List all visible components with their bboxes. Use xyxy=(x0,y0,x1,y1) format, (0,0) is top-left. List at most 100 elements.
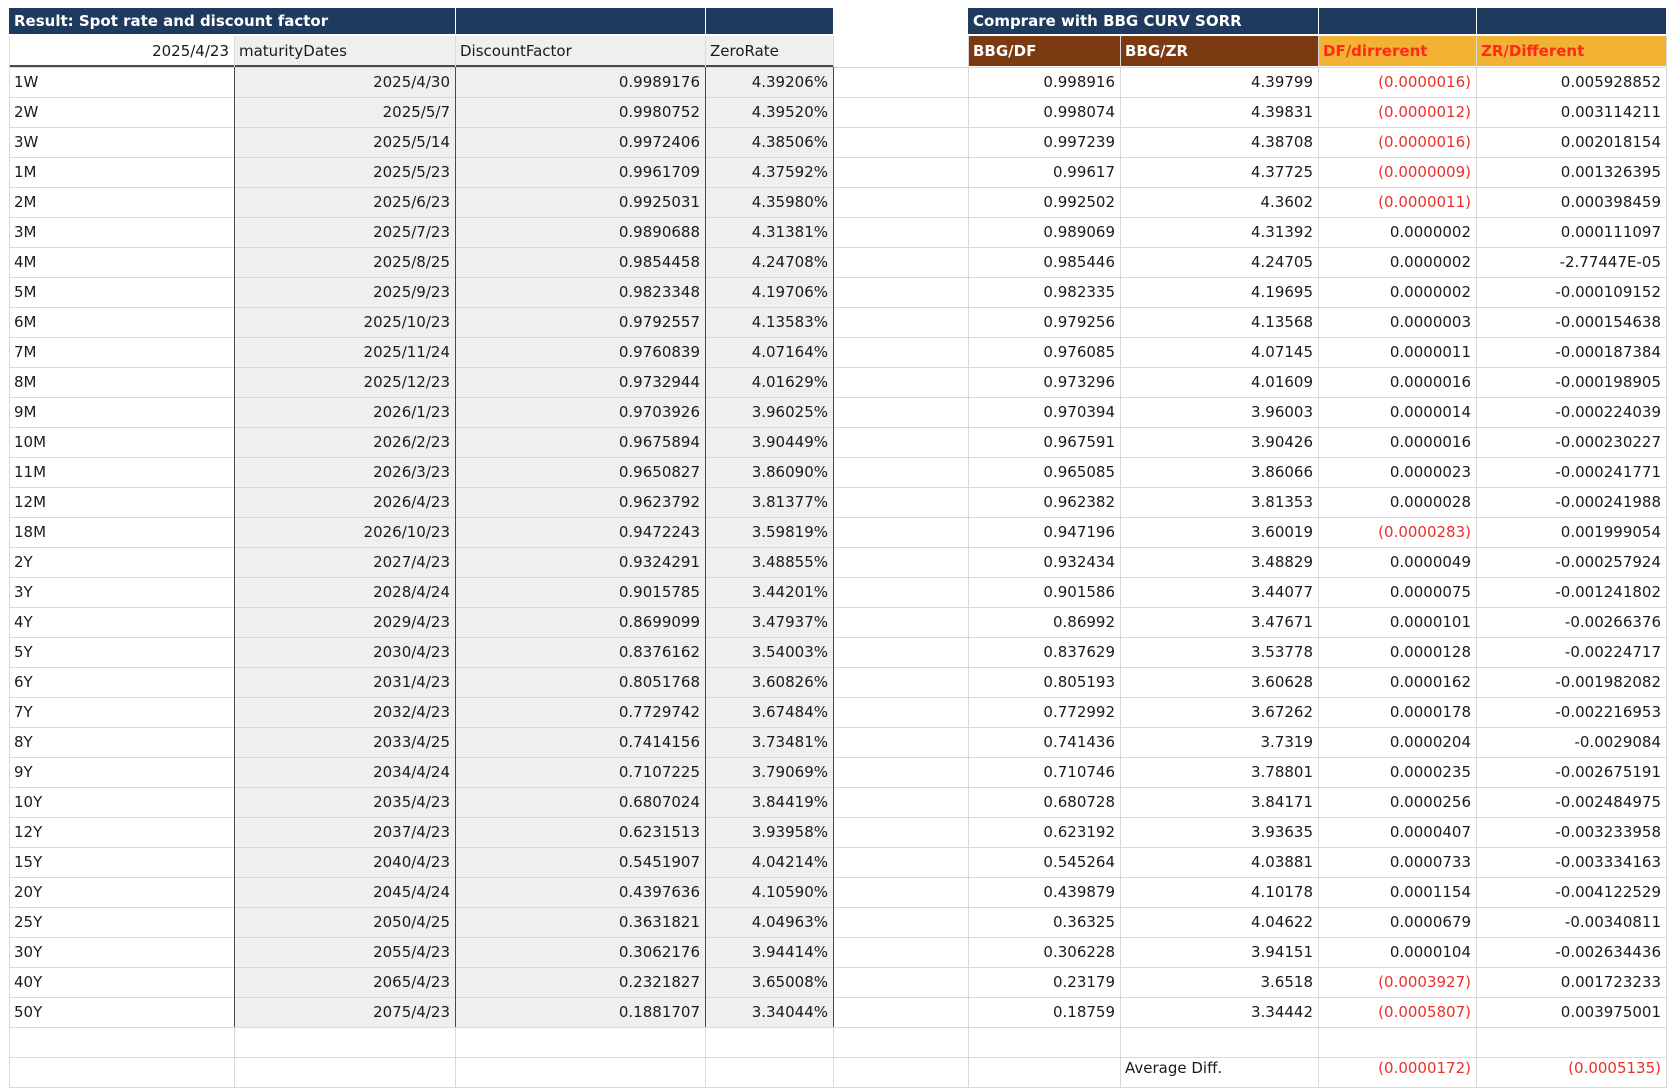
df-diff-cell[interactable]: 0.0000011 xyxy=(1389,343,1471,361)
df-average-diff[interactable]: (0.0000172) xyxy=(1378,1059,1471,1077)
zr-diff-cell[interactable]: -0.002634436 xyxy=(1555,943,1661,961)
bbg-zr-cell[interactable]: 4.10178 xyxy=(1250,883,1313,901)
tenor-cell[interactable]: 6Y xyxy=(14,673,33,691)
tenor-cell[interactable]: 18M xyxy=(14,523,47,541)
maturity-date-cell[interactable]: 2031/4/23 xyxy=(234,667,455,697)
bbg-zr-cell[interactable]: 4.39831 xyxy=(1250,103,1313,121)
left-table-title[interactable]: Result: Spot rate and discount factor xyxy=(9,8,455,34)
bbg-df-cell[interactable]: 0.772992 xyxy=(1043,703,1115,721)
maturity-date-cell[interactable]: 2025/5/14 xyxy=(234,127,455,157)
tenor-cell[interactable]: 3Y xyxy=(14,583,33,601)
zr-diff-cell[interactable]: 0.002018154 xyxy=(1560,133,1661,151)
bbg-zr-cell[interactable]: 4.24705 xyxy=(1250,253,1313,271)
zero-rate-cell[interactable]: 3.84419% xyxy=(705,787,833,817)
right-header-blank-1[interactable] xyxy=(1318,8,1476,34)
df-diff-cell[interactable]: 0.0000023 xyxy=(1389,463,1471,481)
tenor-cell[interactable]: 10M xyxy=(14,433,47,451)
zero-rate-cell[interactable]: 3.86090% xyxy=(705,457,833,487)
bbg-df-cell[interactable]: 0.901586 xyxy=(1043,583,1115,601)
discount-factor-cell[interactable]: 0.9792557 xyxy=(455,307,705,337)
df-diff-cell[interactable]: 0.0000016 xyxy=(1389,373,1471,391)
maturity-date-cell[interactable]: 2025/12/23 xyxy=(234,367,455,397)
zr-diff-cell[interactable]: -2.77447E-05 xyxy=(1559,253,1661,271)
zero-rate-cell[interactable]: 3.44201% xyxy=(705,577,833,607)
maturity-date-cell[interactable]: 2030/4/23 xyxy=(234,637,455,667)
df-diff-cell[interactable]: (0.0000016) xyxy=(1378,73,1471,91)
tenor-cell[interactable]: 3M xyxy=(14,223,37,241)
discount-factor-cell[interactable]: 0.9989176 xyxy=(455,67,705,97)
df-diff-cell[interactable]: 0.0000049 xyxy=(1389,553,1471,571)
zr-diff-cell[interactable]: -0.00266376 xyxy=(1564,613,1661,631)
zr-diff-cell[interactable]: -0.001982082 xyxy=(1555,673,1661,691)
bbg-df-cell[interactable]: 0.989069 xyxy=(1043,223,1115,241)
zero-rate-cell[interactable]: 3.94414% xyxy=(705,937,833,967)
tenor-cell[interactable]: 12Y xyxy=(14,823,43,841)
bbg-zr-cell[interactable]: 3.47671 xyxy=(1250,613,1313,631)
discount-factor-cell[interactable]: 0.9972406 xyxy=(455,127,705,157)
zero-rate-cell[interactable]: 4.31381% xyxy=(705,217,833,247)
tenor-cell[interactable]: 50Y xyxy=(14,1003,43,1021)
bbg-zr-header[interactable]: BBG/ZR xyxy=(1120,36,1318,66)
bbg-df-cell[interactable]: 0.997239 xyxy=(1043,133,1115,151)
maturity-date-cell[interactable]: 2029/4/23 xyxy=(234,607,455,637)
maturity-date-cell[interactable]: 2025/5/7 xyxy=(234,97,455,127)
left-header-blank-1[interactable] xyxy=(455,8,705,34)
maturity-date-cell[interactable]: 2027/4/23 xyxy=(234,547,455,577)
zero-rate-cell[interactable]: 4.24708% xyxy=(705,247,833,277)
df-diff-cell[interactable]: (0.0003927) xyxy=(1378,973,1471,991)
zr-diff-cell[interactable]: -0.000241771 xyxy=(1555,463,1661,481)
maturity-date-cell[interactable]: 2026/2/23 xyxy=(234,427,455,457)
tenor-cell[interactable]: 2M xyxy=(14,193,37,211)
tenor-cell[interactable]: 8Y xyxy=(14,733,33,751)
bbg-zr-cell[interactable]: 3.44077 xyxy=(1250,583,1313,601)
right-header-blank-2[interactable] xyxy=(1476,8,1666,34)
zero-rate-cell[interactable]: 3.79069% xyxy=(705,757,833,787)
zero-rate-cell[interactable]: 4.37592% xyxy=(705,157,833,187)
bbg-zr-cell[interactable]: 4.13568 xyxy=(1250,313,1313,331)
bbg-df-cell[interactable]: 0.710746 xyxy=(1043,763,1115,781)
tenor-cell[interactable]: 1M xyxy=(14,163,37,181)
bbg-df-cell[interactable]: 0.680728 xyxy=(1043,793,1115,811)
zero-rate-cell[interactable]: 3.65008% xyxy=(705,967,833,997)
bbg-df-cell[interactable]: 0.439879 xyxy=(1043,883,1115,901)
discount-factor-cell[interactable]: 0.5451907 xyxy=(455,847,705,877)
bbg-df-cell[interactable]: 0.976085 xyxy=(1043,343,1115,361)
bbg-df-cell[interactable]: 0.741436 xyxy=(1043,733,1115,751)
df-diff-cell[interactable]: 0.0000407 xyxy=(1389,823,1471,841)
df-diff-cell[interactable]: 0.0000733 xyxy=(1389,853,1471,871)
zero-rate-cell[interactable]: 4.39206% xyxy=(705,67,833,97)
zero-rate-cell[interactable]: 4.01629% xyxy=(705,367,833,397)
bbg-zr-cell[interactable]: 3.60019 xyxy=(1250,523,1313,541)
zero-rate-cell[interactable]: 3.48855% xyxy=(705,547,833,577)
zr-diff-cell[interactable]: -0.002216953 xyxy=(1555,703,1661,721)
bbg-zr-cell[interactable]: 4.07145 xyxy=(1250,343,1313,361)
zero-rate-cell[interactable]: 4.04963% xyxy=(705,907,833,937)
zero-rate-cell[interactable]: 4.38506% xyxy=(705,127,833,157)
tenor-cell[interactable]: 4M xyxy=(14,253,37,271)
bbg-df-cell[interactable]: 0.99617 xyxy=(1052,163,1115,181)
discount-factor-cell[interactable]: 0.9650827 xyxy=(455,457,705,487)
zero-rate-cell[interactable]: 3.54003% xyxy=(705,637,833,667)
bbg-df-cell[interactable]: 0.973296 xyxy=(1043,373,1115,391)
tenor-cell[interactable]: 40Y xyxy=(14,973,43,991)
bbg-zr-cell[interactable]: 4.01609 xyxy=(1250,373,1313,391)
bbg-zr-cell[interactable]: 4.31392 xyxy=(1250,223,1313,241)
tenor-cell[interactable]: 7M xyxy=(14,343,37,361)
zr-diff-cell[interactable]: 0.001723233 xyxy=(1560,973,1661,991)
zr-diff-cell[interactable]: -0.000257924 xyxy=(1555,553,1661,571)
df-diff-cell[interactable]: 0.0000178 xyxy=(1389,703,1471,721)
tenor-cell[interactable]: 3W xyxy=(14,133,39,151)
zr-diff-cell[interactable]: -0.00224717 xyxy=(1564,643,1661,661)
bbg-zr-cell[interactable]: 3.90426 xyxy=(1250,433,1313,451)
zero-rate-cell[interactable]: 3.81377% xyxy=(705,487,833,517)
bbg-zr-cell[interactable]: 3.93635 xyxy=(1250,823,1313,841)
zero-rate-cell[interactable]: 4.13583% xyxy=(705,307,833,337)
maturity-date-cell[interactable]: 2035/4/23 xyxy=(234,787,455,817)
tenor-cell[interactable]: 7Y xyxy=(14,703,33,721)
df-diff-cell[interactable]: 0.0001154 xyxy=(1389,883,1471,901)
zr-diff-cell[interactable]: -0.000230227 xyxy=(1555,433,1661,451)
maturity-date-cell[interactable]: 2075/4/23 xyxy=(234,997,455,1027)
bbg-df-cell[interactable]: 0.947196 xyxy=(1043,523,1115,541)
discount-factor-cell[interactable]: 0.7729742 xyxy=(455,697,705,727)
zr-diff-cell[interactable]: 0.000111097 xyxy=(1560,223,1661,241)
